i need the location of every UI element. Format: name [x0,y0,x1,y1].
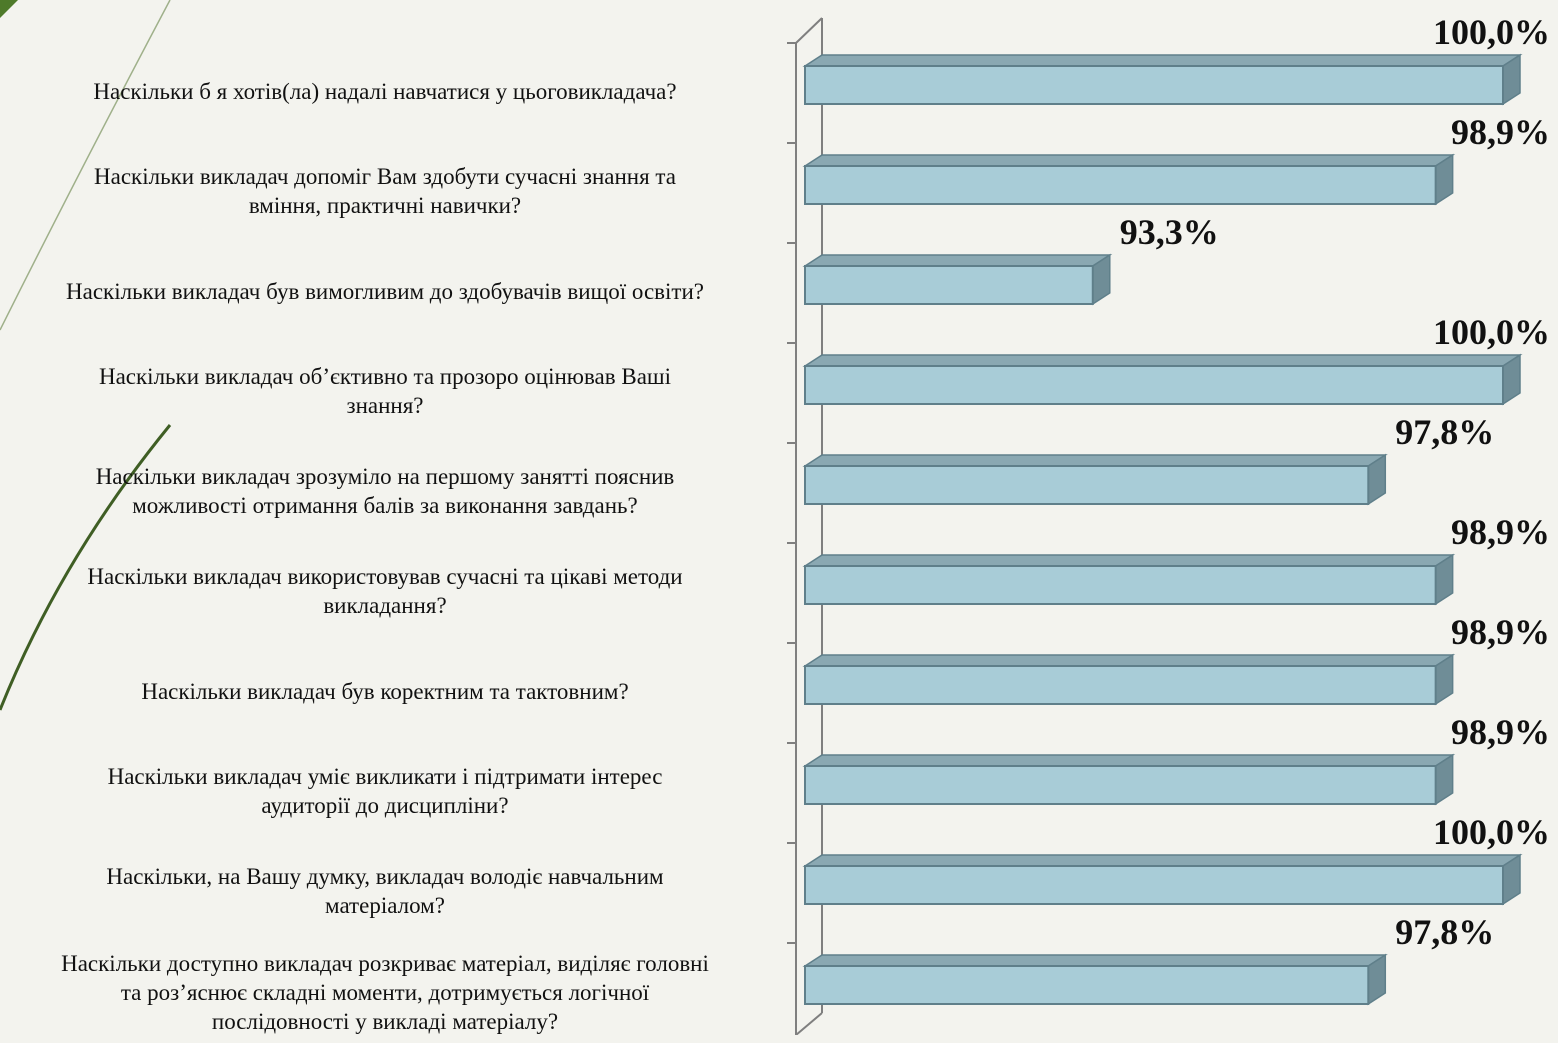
bar-group: 98,9% [787,612,1550,706]
bar-group: 98,9% [787,512,1550,606]
bar-group: 100,0% [787,12,1550,106]
bar-group: 97,8% [787,412,1494,506]
value-label: 100,0% [1433,12,1550,52]
category-label: Наскільки викладач допоміг Вам здобути с… [94,164,676,218]
bar [804,465,1370,505]
category-label: Наскільки викладач зрозуміло на першому … [95,464,675,518]
bar-group: 98,9% [787,712,1550,806]
category-label: Наскільки викладач використовував сучасн… [87,564,683,618]
thick-green-line [0,424,172,711]
value-label: 98,9% [1451,712,1550,752]
bar [804,265,1094,305]
bar-group: 97,8% [787,912,1494,1006]
bar-top-face [802,454,1388,467]
bar-top-face [802,854,1523,867]
category-label: Наскільки викладач уміє викликати і підт… [107,764,663,818]
bar-group: 93,3% [787,212,1219,306]
thin-green-line [0,0,171,331]
bar-top-face [802,654,1456,667]
category-label: Наскільки викладач об’єктивно та прозоро… [98,364,672,418]
category-label: Наскільки б я хотів(ла) надалі навчатися… [93,78,677,104]
bar [804,765,1437,805]
value-label: 98,9% [1451,512,1550,552]
value-label: 100,0% [1433,312,1550,352]
axis-bottom-edge [795,1012,823,1035]
bar [804,665,1437,705]
bar-group: 100,0% [787,312,1550,406]
bar-top-face [802,54,1523,67]
bar-top-face [802,954,1388,967]
value-label: 97,8% [1395,412,1494,452]
bar [804,165,1437,205]
value-label: 98,9% [1451,112,1550,152]
bar-top-face [802,254,1113,267]
value-label: 97,8% [1395,912,1494,952]
bar-top-face [802,154,1456,167]
value-label: 98,9% [1451,612,1550,652]
bar [804,865,1504,905]
bar-top-face [802,554,1456,567]
category-label: Наскільки, на Вашу думку, викладач волод… [106,864,664,918]
bar-group: 100,0% [787,812,1550,906]
bar [804,965,1370,1005]
corner-green-triangle [0,0,18,18]
bar [804,365,1504,405]
value-label: 93,3% [1120,212,1219,252]
category-label: Наскільки викладач був вимогливим до здо… [66,278,704,304]
value-label: 100,0% [1433,812,1550,852]
axis-top-edge [795,17,823,44]
bar [804,565,1437,605]
bar [804,65,1504,105]
bar-group: 98,9% [787,112,1550,206]
bar-top-face [802,354,1523,367]
category-label: Наскільки доступно викладач розкриває ма… [61,950,709,1034]
bar-top-face [802,754,1456,767]
category-label: Наскільки викладач був коректним та такт… [141,678,629,704]
